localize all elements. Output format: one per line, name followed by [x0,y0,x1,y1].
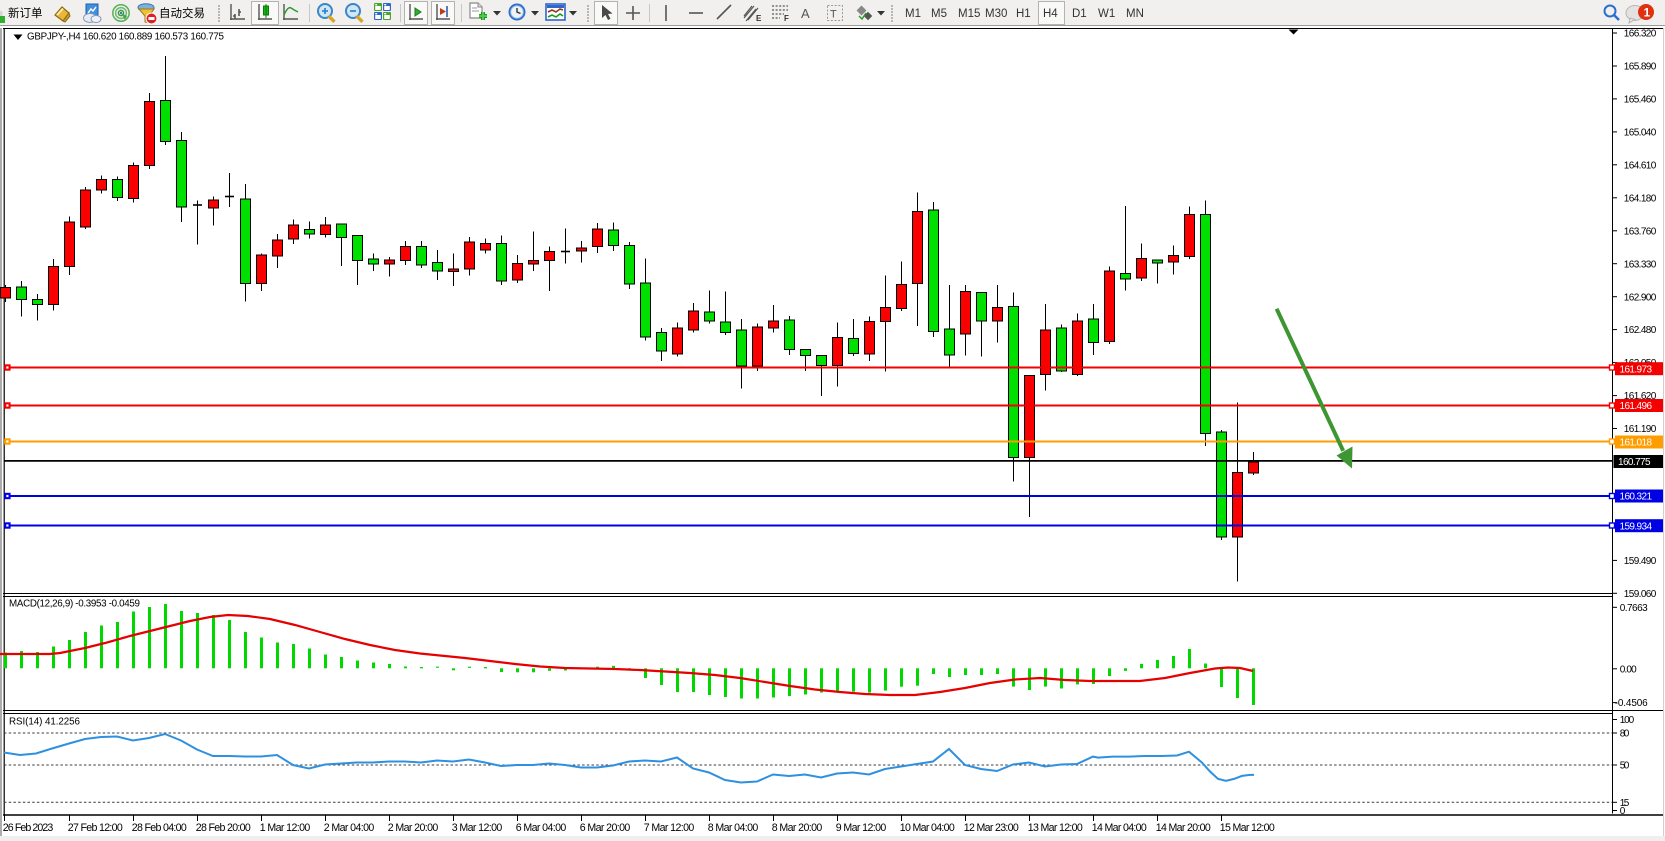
svg-text:28 Feb 20:00: 28 Feb 20:00 [196,822,251,834]
svg-text:7 Mar 12:00: 7 Mar 12:00 [644,822,695,834]
svg-text:26 Feb 2023: 26 Feb 2023 [3,822,54,834]
svg-text:28 Feb 04:00: 28 Feb 04:00 [132,822,187,834]
svg-text:D1: D1 [1072,8,1087,20]
svg-text:162.900: 162.900 [1624,292,1657,303]
svg-text:2 Mar 04:00: 2 Mar 04:00 [324,822,375,834]
svg-text:160.775: 160.775 [1618,457,1651,468]
svg-text:10 Mar 04:00: 10 Mar 04:00 [900,822,955,834]
svg-text:M30: M30 [985,8,1007,20]
svg-text:0.7663: 0.7663 [1620,603,1648,614]
svg-text:9 Mar 12:00: 9 Mar 12:00 [836,822,887,834]
svg-text:50: 50 [1620,761,1630,772]
svg-text:164.610: 164.610 [1624,160,1657,171]
svg-text:165.460: 165.460 [1624,95,1657,106]
svg-text:W1: W1 [1098,8,1115,20]
svg-text:8 Mar 20:00: 8 Mar 20:00 [772,822,823,834]
svg-text:161.018: 161.018 [1620,438,1653,449]
svg-text:6 Mar 20:00: 6 Mar 20:00 [580,822,631,834]
svg-text:161.620: 161.620 [1624,391,1657,402]
svg-text:14 Mar 20:00: 14 Mar 20:00 [1156,822,1211,834]
svg-text:27 Feb 12:00: 27 Feb 12:00 [68,822,123,834]
svg-text:新订单: 新订单 [8,6,43,20]
svg-text:100: 100 [1620,715,1635,726]
svg-text:12 Mar 23:00: 12 Mar 23:00 [964,822,1019,834]
svg-text:0: 0 [1620,806,1626,817]
svg-text:14 Mar 04:00: 14 Mar 04:00 [1092,822,1147,834]
svg-text:13 Mar 12:00: 13 Mar 12:00 [1028,822,1083,834]
svg-text:3 Mar 12:00: 3 Mar 12:00 [452,822,503,834]
svg-text:M15: M15 [958,8,980,20]
svg-text:165.890: 165.890 [1624,62,1657,73]
svg-text:自动交易: 自动交易 [159,6,205,20]
svg-text:GBPJPY-,H4 160.620 160.889 16: GBPJPY-,H4 160.620 160.889 160.573 160.7… [27,32,225,43]
svg-text:E: E [756,14,762,23]
svg-text:M1: M1 [905,8,921,20]
svg-text:166.320: 166.320 [1624,29,1657,40]
svg-text:161.973: 161.973 [1620,364,1653,375]
svg-text:159.060: 159.060 [1624,589,1657,600]
svg-text:163.330: 163.330 [1624,259,1657,270]
svg-text:161.190: 161.190 [1624,424,1657,435]
svg-text:163.760: 163.760 [1624,226,1657,237]
svg-text:MN: MN [1126,8,1144,20]
svg-text:0.00: 0.00 [1620,664,1637,675]
svg-text:6 Mar 04:00: 6 Mar 04:00 [516,822,567,834]
svg-text:1 Mar 12:00: 1 Mar 12:00 [260,822,311,834]
svg-text:159.490: 159.490 [1624,556,1657,567]
svg-text:RSI(14) 41.2256: RSI(14) 41.2256 [9,717,81,728]
svg-text:161.496: 161.496 [1620,401,1653,412]
svg-text:1: 1 [1644,6,1651,20]
svg-text:H4: H4 [1043,8,1058,20]
svg-text:T: T [830,9,837,21]
svg-text:15 Mar 12:00: 15 Mar 12:00 [1220,822,1275,834]
svg-text:MACD(12,26,9) -0.3953 -0.0459: MACD(12,26,9) -0.3953 -0.0459 [9,599,140,610]
svg-text:159.934: 159.934 [1620,521,1653,532]
svg-text:162.480: 162.480 [1624,325,1657,336]
svg-text:165.040: 165.040 [1624,128,1657,139]
svg-text:80: 80 [1620,729,1630,740]
svg-text:164.180: 164.180 [1624,193,1657,204]
svg-text:15: 15 [1620,798,1630,809]
svg-text:F: F [784,14,789,23]
svg-text:8 Mar 04:00: 8 Mar 04:00 [708,822,759,834]
svg-text:A: A [801,6,810,21]
svg-text:M5: M5 [931,8,947,20]
svg-text:2 Mar 20:00: 2 Mar 20:00 [388,822,439,834]
svg-text:H1: H1 [1016,8,1031,20]
svg-text:-0.4506: -0.4506 [1615,698,1648,709]
svg-text:160.321: 160.321 [1620,492,1653,503]
